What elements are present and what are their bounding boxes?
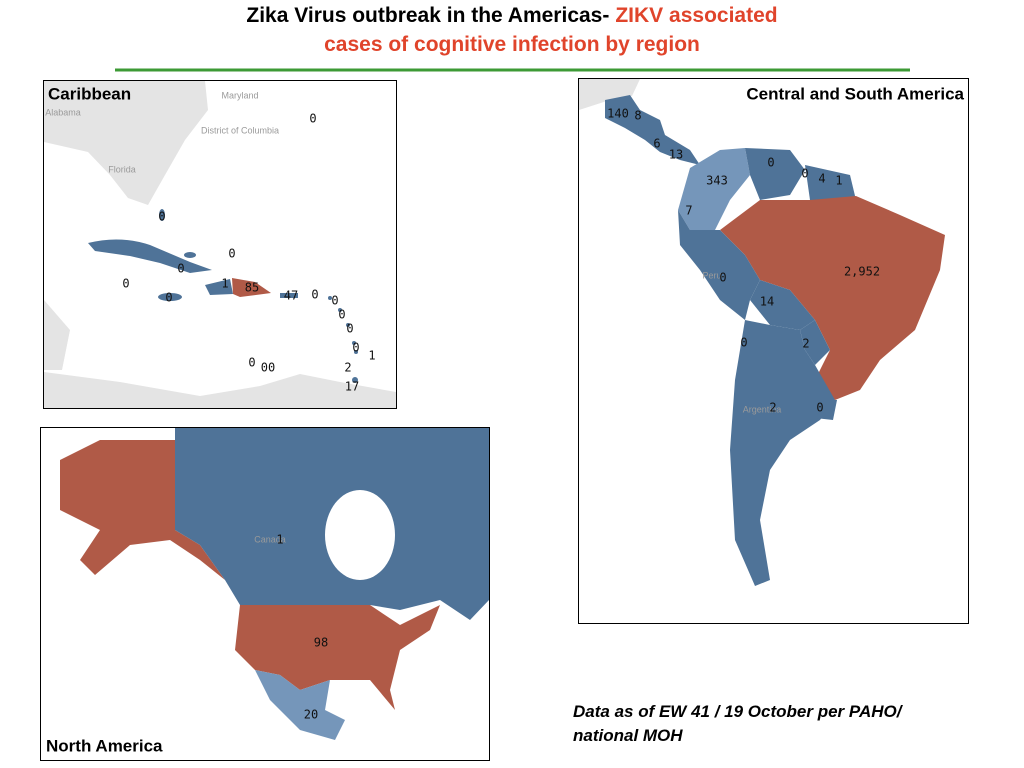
title-line-1: Zika Virus outbreak in the Americas- ZIKV…: [0, 2, 1024, 30]
panel-title: Caribbean: [48, 84, 131, 103]
case-label: 14: [760, 295, 774, 309]
case-label: 8: [634, 109, 641, 123]
bahamas: [184, 252, 196, 258]
panel-title: Central and South America: [746, 84, 964, 103]
central-america: [605, 95, 700, 165]
puerto-rico: [280, 293, 298, 298]
united-states: [235, 605, 440, 710]
case-label: 4: [818, 172, 825, 186]
mexico: [255, 670, 345, 740]
case-label: 2,952: [844, 265, 880, 279]
bolivia: [750, 280, 815, 330]
south-america-map: [578, 78, 969, 624]
case-label: 0: [801, 167, 808, 181]
case-label: 98: [314, 636, 328, 650]
place-label: District of Columbia: [201, 125, 279, 135]
case-label: 343: [706, 174, 728, 188]
case-label: 0: [331, 294, 338, 308]
case-label: 0: [309, 112, 316, 126]
footnote: Data as of EW 41 / 19 October per PAHO/ …: [573, 700, 901, 748]
title-line-2: cases of cognitive infection by region: [324, 33, 700, 56]
case-label: 6: [653, 137, 660, 151]
jamaica: [158, 293, 182, 301]
case-label: 0: [352, 341, 359, 355]
land: [44, 372, 396, 408]
case-label: 0: [816, 401, 823, 415]
land: [44, 300, 70, 370]
case-label: 17: [345, 380, 359, 394]
hudson-bay: [325, 490, 395, 580]
land: [579, 79, 640, 110]
guianas: [805, 165, 856, 200]
title-red: ZIKV associated: [615, 4, 778, 27]
place-label: Peru: [702, 270, 721, 280]
place-label: Canada: [254, 534, 286, 544]
case-label: 1: [221, 277, 228, 291]
case-label: 0: [740, 336, 747, 350]
case-label: 2: [344, 361, 351, 375]
argentina-chile: [730, 320, 835, 586]
case-label: 0: [338, 308, 345, 322]
land: [44, 81, 208, 205]
case-label: 7: [685, 204, 692, 218]
place-label: Alabama: [45, 107, 81, 117]
case-label: 0: [158, 210, 165, 224]
case-label: 47: [284, 289, 298, 303]
case-label: 00: [261, 361, 275, 375]
uruguay: [815, 400, 837, 420]
haiti: [205, 279, 233, 295]
case-label: 0: [177, 262, 184, 276]
case-label: 0: [346, 322, 353, 336]
case-label: 0: [122, 277, 129, 291]
case-label: 0: [719, 271, 726, 285]
north-america-map: [40, 427, 490, 761]
case-label: 1: [835, 174, 842, 188]
venezuela: [745, 148, 805, 200]
case-label: 0: [248, 356, 255, 370]
case-label: 140: [607, 107, 629, 121]
footnote-line: national MOH: [573, 726, 683, 745]
panel-title: North America: [46, 736, 163, 755]
caribbean-map: [43, 80, 397, 409]
place-label: Maryland: [221, 90, 258, 100]
place-label: Argentina: [743, 404, 782, 414]
cuba: [88, 239, 212, 273]
case-label: 0: [165, 291, 172, 305]
colombia: [678, 148, 750, 230]
place-label: Florida: [108, 164, 136, 174]
bahamas: [159, 209, 165, 221]
case-label: 2: [802, 337, 809, 351]
case-label: 13: [669, 148, 683, 162]
case-label: 20: [304, 708, 318, 722]
case-label: 0: [311, 288, 318, 302]
case-label: 1: [276, 533, 283, 547]
alaska: [60, 440, 225, 580]
case-label: 2: [769, 401, 776, 415]
case-label: 85: [245, 281, 259, 295]
title-black: Zika Virus outbreak in the Americas-: [246, 4, 610, 27]
case-label: 0: [228, 247, 235, 261]
footnote-line: Data as of EW 41 / 19 October per PAHO/: [573, 702, 902, 721]
peru-ecuador: [678, 210, 760, 320]
brazil: [720, 196, 945, 400]
case-label: 0: [767, 156, 774, 170]
dominican-republic: [232, 278, 271, 297]
lesser-antilles: [328, 296, 358, 383]
case-label: 1: [368, 349, 375, 363]
